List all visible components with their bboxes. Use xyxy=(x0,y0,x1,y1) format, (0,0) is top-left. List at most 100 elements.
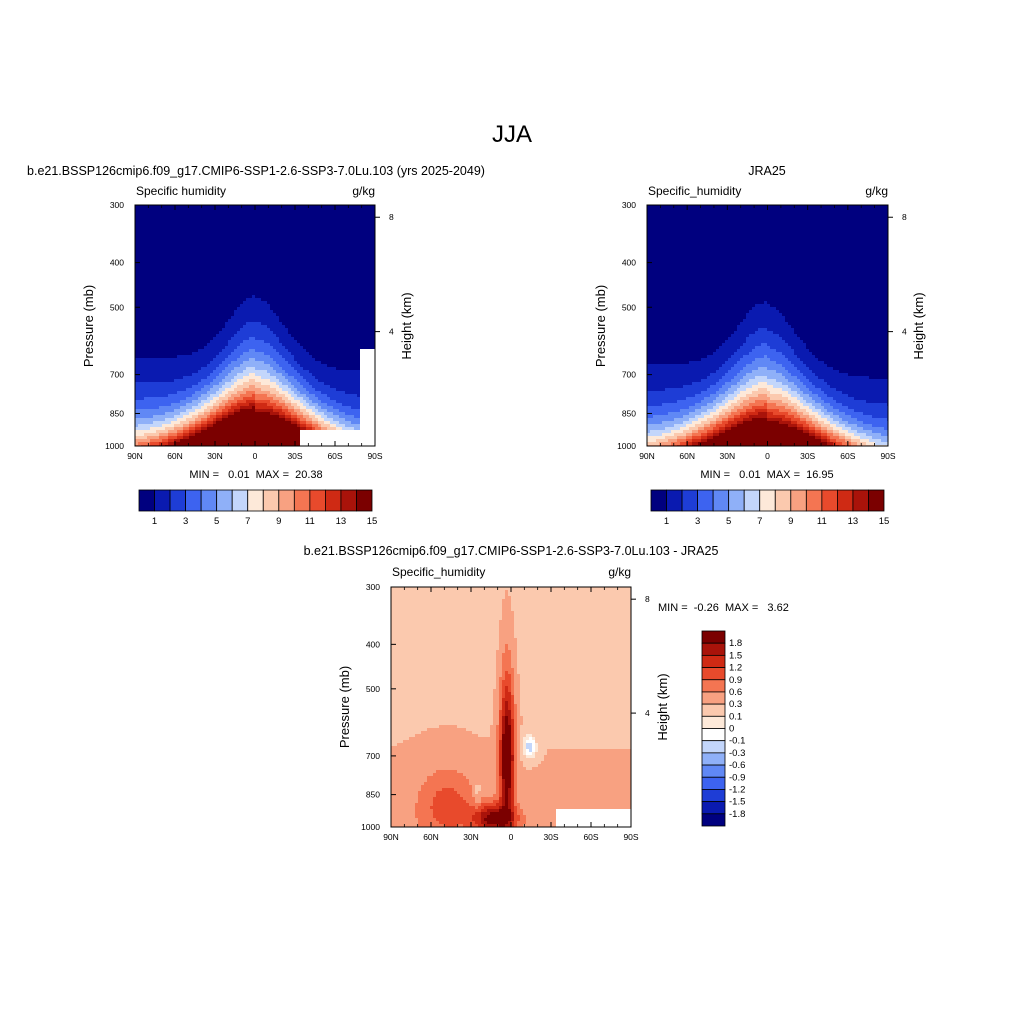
contour-cell xyxy=(294,439,298,443)
contour-cell xyxy=(153,319,157,323)
contour-cell xyxy=(243,268,247,272)
contour-cell xyxy=(252,277,256,281)
contour-cell xyxy=(153,211,157,215)
contour-cell xyxy=(279,304,283,308)
contour-cell xyxy=(282,274,286,278)
contour-cell xyxy=(306,226,310,230)
contour-cell xyxy=(147,409,151,413)
contour-cell xyxy=(282,403,286,407)
contour-cell xyxy=(141,379,145,383)
contour-cell xyxy=(282,241,286,245)
contour-cell xyxy=(282,349,286,353)
contour-cell xyxy=(198,307,202,311)
contour-cell xyxy=(228,406,232,410)
contour-cell xyxy=(267,430,271,434)
contour-cell xyxy=(318,238,322,242)
contour-cell xyxy=(180,406,184,410)
contour-cell xyxy=(318,262,322,266)
contour-cell xyxy=(273,223,277,227)
contour-cell xyxy=(189,409,193,413)
contour-cell xyxy=(201,220,205,224)
contour-cell xyxy=(201,280,205,284)
contour-cell xyxy=(186,283,190,287)
contour-cell xyxy=(135,244,139,248)
contour-cell xyxy=(201,376,205,380)
contour-cell xyxy=(219,277,223,281)
contour-cell xyxy=(174,220,178,224)
contour-cell xyxy=(288,307,292,311)
contour-cell xyxy=(228,436,232,440)
contour-cell xyxy=(252,427,256,431)
contour-cell xyxy=(315,331,319,335)
contour-cell xyxy=(264,289,268,293)
contour-cell xyxy=(195,352,199,356)
contour-cell xyxy=(267,271,271,275)
contour-cell xyxy=(150,424,154,428)
contour-cell xyxy=(309,388,313,392)
contour-cell xyxy=(300,397,304,401)
contour-cell xyxy=(264,343,268,347)
contour-cell xyxy=(141,259,145,263)
contour-cell xyxy=(198,277,202,281)
contour-cell xyxy=(243,217,247,221)
contour-cell xyxy=(237,277,241,281)
contour-cell xyxy=(282,418,286,422)
contour-cell xyxy=(282,346,286,350)
contour-cell xyxy=(237,349,241,353)
contour-cell xyxy=(282,364,286,368)
contour-cell xyxy=(207,280,211,284)
contour-cell xyxy=(183,352,187,356)
contour-cell xyxy=(237,310,241,314)
contour-cell xyxy=(162,244,166,248)
contour-cell xyxy=(234,319,238,323)
contour-cell xyxy=(207,259,211,263)
contour-cell xyxy=(252,433,256,437)
contour-cell xyxy=(270,286,274,290)
contour-cell xyxy=(219,316,223,320)
contour-cell xyxy=(243,280,247,284)
contour-cell xyxy=(237,256,241,260)
contour-cell xyxy=(258,436,262,440)
contour-cell xyxy=(273,334,277,338)
contour-cell xyxy=(294,406,298,410)
contour-cell xyxy=(234,418,238,422)
contour-cell xyxy=(306,277,310,281)
contour-cell xyxy=(192,421,196,425)
contour-cell xyxy=(186,217,190,221)
contour-cell xyxy=(204,373,208,377)
contour-cell xyxy=(285,343,289,347)
contour-cell xyxy=(246,265,250,269)
contour-cell xyxy=(243,220,247,224)
contour-cell xyxy=(195,256,199,260)
contour-cell xyxy=(189,361,193,365)
contour-cell xyxy=(156,259,160,263)
contour-cell xyxy=(204,229,208,233)
contour-cell xyxy=(300,403,304,407)
contour-cell xyxy=(159,409,163,413)
contour-cell xyxy=(270,436,274,440)
contour-cell xyxy=(180,247,184,251)
contour-cell xyxy=(285,331,289,335)
contour-cell xyxy=(222,373,226,377)
contour-cell xyxy=(285,304,289,308)
contour-cell xyxy=(243,232,247,236)
contour-cell xyxy=(210,283,214,287)
contour-cell xyxy=(264,268,268,272)
contour-cell xyxy=(168,364,172,368)
contour-cell xyxy=(225,298,229,302)
contour-cell xyxy=(252,322,256,326)
contour-cell xyxy=(177,337,181,341)
contour-cell xyxy=(288,379,292,383)
contour-cell xyxy=(297,406,301,410)
contour-cell xyxy=(204,400,208,404)
contour-cell xyxy=(201,415,205,419)
contour-cell xyxy=(240,289,244,293)
contour-cell xyxy=(168,223,172,227)
contour-cell xyxy=(171,211,175,215)
contour-cell xyxy=(147,256,151,260)
contour-cell xyxy=(231,400,235,404)
contour-cell xyxy=(156,325,160,329)
contour-cell xyxy=(144,328,148,332)
contour-cell xyxy=(288,370,292,374)
contour-cell xyxy=(144,241,148,245)
